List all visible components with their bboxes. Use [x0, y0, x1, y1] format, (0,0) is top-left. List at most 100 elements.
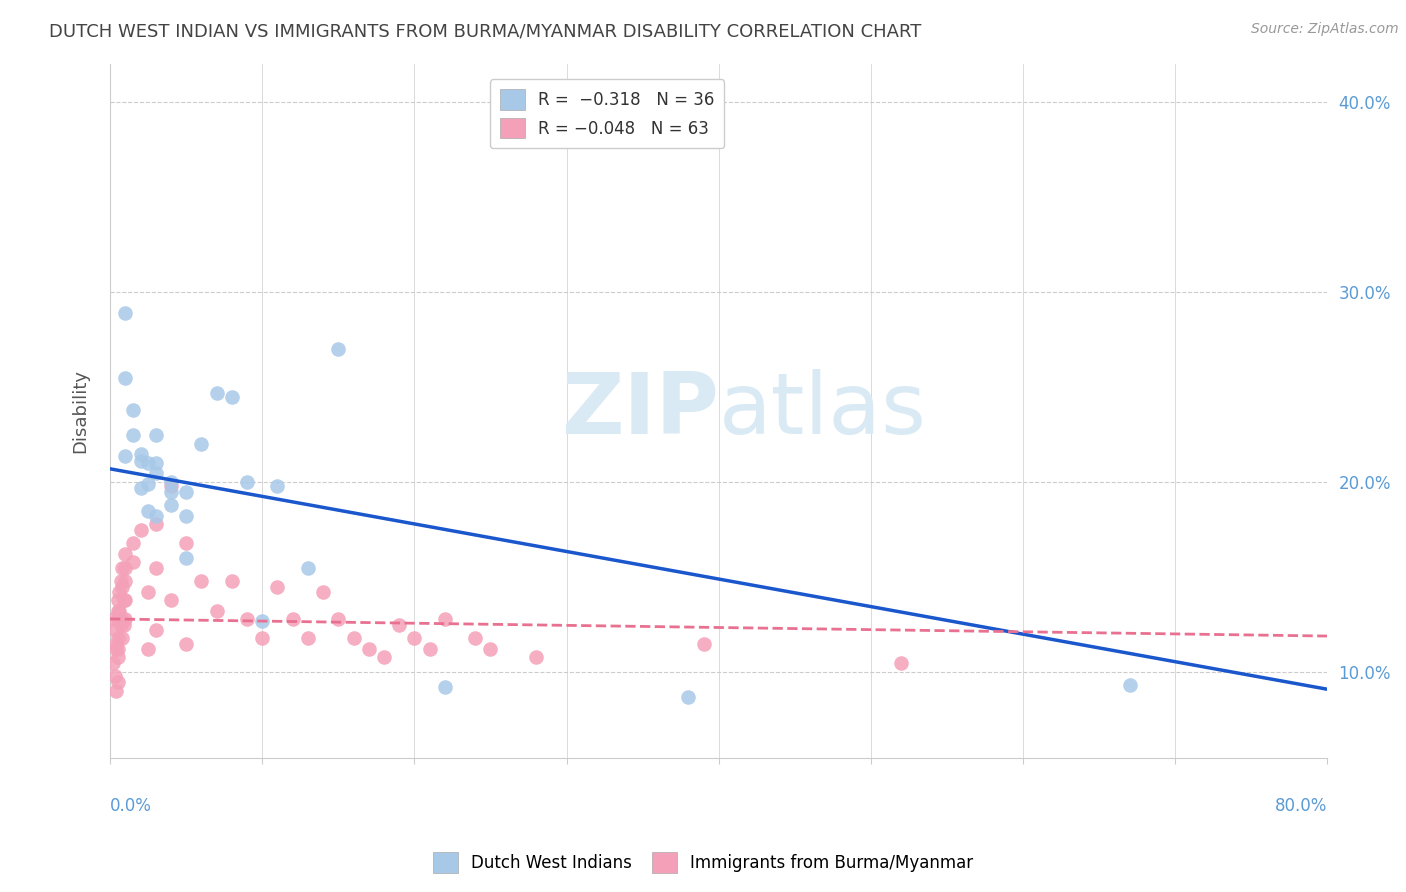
Point — [266, 580, 288, 594]
Point — [433, 612, 456, 626]
Text: ZIP: ZIP — [561, 369, 718, 452]
Point — [108, 585, 131, 599]
Y-axis label: Disability: Disability — [72, 369, 89, 453]
Point — [252, 614, 274, 628]
Point — [357, 642, 380, 657]
Point — [236, 475, 259, 490]
Point — [114, 574, 136, 588]
Point — [129, 523, 152, 537]
Point — [160, 475, 183, 490]
Point — [111, 580, 134, 594]
Point — [890, 656, 912, 670]
Point — [692, 637, 714, 651]
Legend: R =  −0.318   N = 36, R = −0.048   N = 63: R = −0.318 N = 36, R = −0.048 N = 63 — [489, 79, 724, 148]
Text: Source: ZipAtlas.com: Source: ZipAtlas.com — [1251, 22, 1399, 37]
Point — [145, 427, 167, 442]
Point — [252, 631, 274, 645]
Point — [107, 649, 129, 664]
Point — [174, 484, 197, 499]
Point — [221, 390, 243, 404]
Point — [129, 481, 152, 495]
Point — [678, 690, 700, 704]
Point — [373, 649, 395, 664]
Point — [114, 593, 136, 607]
Point — [105, 637, 128, 651]
Point — [114, 612, 136, 626]
Point — [464, 631, 486, 645]
Point — [104, 624, 127, 638]
Point — [297, 560, 319, 574]
Point — [114, 306, 136, 320]
Point — [281, 612, 304, 626]
Text: DUTCH WEST INDIAN VS IMMIGRANTS FROM BURMA/MYANMAR DISABILITY CORRELATION CHART: DUTCH WEST INDIAN VS IMMIGRANTS FROM BUR… — [49, 22, 921, 40]
Point — [122, 403, 145, 417]
Point — [114, 547, 136, 561]
Point — [105, 642, 128, 657]
Point — [328, 612, 350, 626]
Point — [108, 604, 131, 618]
Point — [479, 642, 502, 657]
Text: 80.0%: 80.0% — [1275, 797, 1327, 814]
Point — [205, 385, 228, 400]
Point — [129, 447, 152, 461]
Point — [114, 560, 136, 574]
Point — [297, 631, 319, 645]
Point — [136, 477, 159, 491]
Point — [221, 574, 243, 588]
Point — [114, 370, 136, 384]
Point — [111, 631, 134, 645]
Point — [107, 612, 129, 626]
Point — [110, 617, 132, 632]
Point — [107, 674, 129, 689]
Point — [112, 617, 135, 632]
Point — [266, 479, 288, 493]
Point — [419, 642, 441, 657]
Point — [160, 498, 183, 512]
Point — [433, 681, 456, 695]
Point — [524, 649, 547, 664]
Point — [160, 593, 183, 607]
Point — [388, 617, 411, 632]
Point — [145, 509, 167, 524]
Point — [129, 454, 152, 468]
Point — [105, 684, 128, 698]
Point — [160, 479, 183, 493]
Point — [101, 612, 124, 626]
Point — [122, 536, 145, 550]
Point — [328, 342, 350, 356]
Point — [145, 624, 167, 638]
Point — [404, 631, 426, 645]
Point — [136, 503, 159, 517]
Point — [174, 551, 197, 566]
Point — [190, 437, 212, 451]
Point — [114, 449, 136, 463]
Point — [236, 612, 259, 626]
Point — [174, 536, 197, 550]
Point — [145, 516, 167, 531]
Point — [107, 604, 129, 618]
Text: 0.0%: 0.0% — [110, 797, 152, 814]
Legend: Dutch West Indians, Immigrants from Burma/Myanmar: Dutch West Indians, Immigrants from Burm… — [426, 846, 980, 880]
Point — [112, 593, 135, 607]
Point — [174, 637, 197, 651]
Point — [122, 427, 145, 442]
Point — [136, 585, 159, 599]
Point — [101, 656, 124, 670]
Point — [107, 631, 129, 645]
Text: atlas: atlas — [718, 369, 927, 452]
Point — [104, 669, 127, 683]
Point — [107, 642, 129, 657]
Point — [1118, 678, 1140, 692]
Point — [136, 642, 159, 657]
Point — [145, 456, 167, 470]
Point — [174, 509, 197, 524]
Point — [136, 456, 159, 470]
Point — [190, 574, 212, 588]
Point — [342, 631, 364, 645]
Point — [145, 560, 167, 574]
Point — [312, 585, 335, 599]
Point — [110, 574, 132, 588]
Point — [145, 466, 167, 480]
Point — [107, 593, 129, 607]
Point — [160, 484, 183, 499]
